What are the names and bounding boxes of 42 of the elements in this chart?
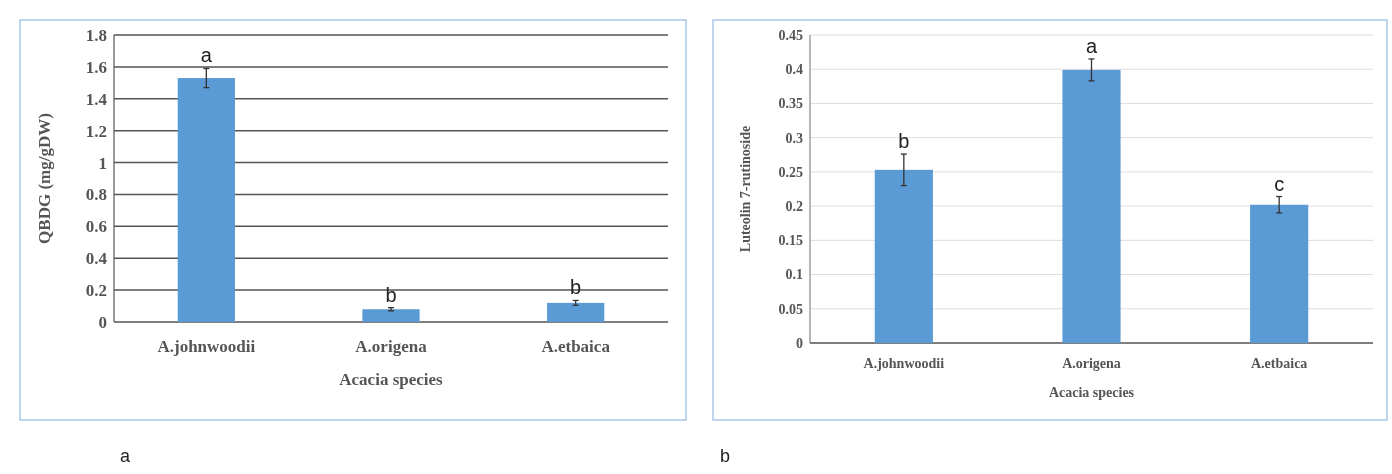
text: b xyxy=(720,446,731,466)
x-axis-title: Acacia species xyxy=(1048,385,1135,400)
y-tick-label: 0.15 xyxy=(778,233,803,249)
bar xyxy=(1250,204,1309,343)
y-axis-title: Luteolin 7-rutinoside xyxy=(738,125,753,253)
y-tick-label: 0 xyxy=(796,335,803,351)
x-tick-label: A.origena xyxy=(355,337,428,356)
y-tick-label: 0.4 xyxy=(85,249,108,269)
x-tick-label: A.johnwoodii xyxy=(863,356,945,371)
y-tick-label: 1.2 xyxy=(85,121,107,141)
y-tick-label: 0.1 xyxy=(785,267,803,283)
y-tick-label: 0 xyxy=(98,312,107,332)
x-tick-label: A.origena xyxy=(1062,356,1121,371)
text: a xyxy=(120,446,131,466)
annotation: a xyxy=(200,44,213,67)
y-tick-label: 0.4 xyxy=(785,62,803,78)
y-tick-label: 0.25 xyxy=(778,164,803,180)
annotation: c xyxy=(1274,172,1285,195)
y-tick-label: 1.6 xyxy=(85,57,107,77)
annotation: a xyxy=(1085,34,1098,57)
x-tick-label: A.johnwoodii xyxy=(157,337,256,356)
y-tick-label: 0.3 xyxy=(785,130,803,146)
x-tick-label: A.etbaica xyxy=(541,337,611,356)
bar xyxy=(1062,69,1121,343)
bar xyxy=(874,169,933,343)
annotation: b xyxy=(898,130,910,153)
x-tick-label: A.etbaica xyxy=(1250,356,1308,371)
y-tick-label: 0.2 xyxy=(785,199,803,215)
bar xyxy=(177,78,235,322)
y-axis-title: QBDG (mg/gDW) xyxy=(35,113,54,244)
y-tick-label: 0.8 xyxy=(85,185,107,205)
y-tick-label: 1.4 xyxy=(85,89,108,109)
y-tick-label: 0.6 xyxy=(85,217,107,237)
y-tick-label: 0.05 xyxy=(778,301,803,317)
y-tick-label: 1.8 xyxy=(85,25,107,45)
y-tick-label: 0.45 xyxy=(778,27,803,43)
y-tick-label: 1 xyxy=(98,153,107,173)
x-axis-title: Acacia species xyxy=(339,370,444,389)
y-tick-label: 0.2 xyxy=(85,281,107,301)
bar xyxy=(362,309,420,322)
bar xyxy=(547,302,605,322)
y-tick-label: 0.35 xyxy=(778,96,803,112)
